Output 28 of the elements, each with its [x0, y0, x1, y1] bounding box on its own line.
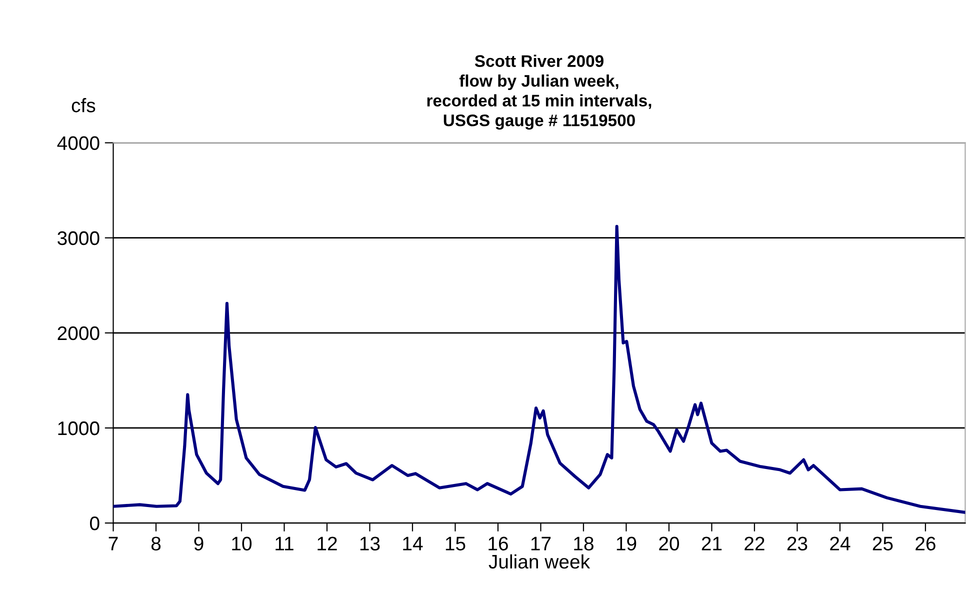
x-tick-label: 13: [360, 536, 380, 550]
x-tick-label: 18: [574, 536, 594, 550]
y-tick-label: 1000: [58, 421, 100, 436]
y-tick-label: 3000: [58, 231, 100, 246]
x-tick-label: 9: [194, 536, 204, 550]
x-tick-label: 7: [108, 536, 118, 550]
x-tick-label: 24: [830, 536, 850, 550]
x-tick-label: 23: [787, 536, 808, 550]
x-tick-label: 14: [403, 536, 423, 550]
y-axis-title: cfs: [72, 98, 96, 112]
x-tick-label: 20: [659, 536, 680, 550]
x-tick-label: 17: [531, 536, 551, 550]
chart-title: Scott River 2009 flow by Julian week, recorded at 15 min intervals, USGS gauge # 11519500: [427, 54, 652, 130]
y-tick-label: 2000: [58, 326, 100, 340]
x-tick-label: 8: [151, 536, 161, 550]
x-tick-label: 22: [744, 536, 764, 550]
x-tick-label: 15: [446, 536, 466, 550]
y-tick-label: 4000: [57, 136, 100, 150]
y-tick-label: 0: [90, 516, 100, 530]
x-tick-label: 12: [318, 536, 337, 550]
x-tick-label: 10: [232, 536, 252, 550]
x-tick-label: 21: [702, 536, 722, 550]
x-tick-label: 26: [916, 536, 936, 550]
x-tick-label: 19: [616, 536, 636, 550]
x-tick-label: 11: [276, 536, 294, 550]
x-tick-label: 25: [872, 536, 893, 550]
x-tick-label: 16: [488, 536, 508, 550]
x-axis-title: Julian week: [488, 554, 590, 569]
